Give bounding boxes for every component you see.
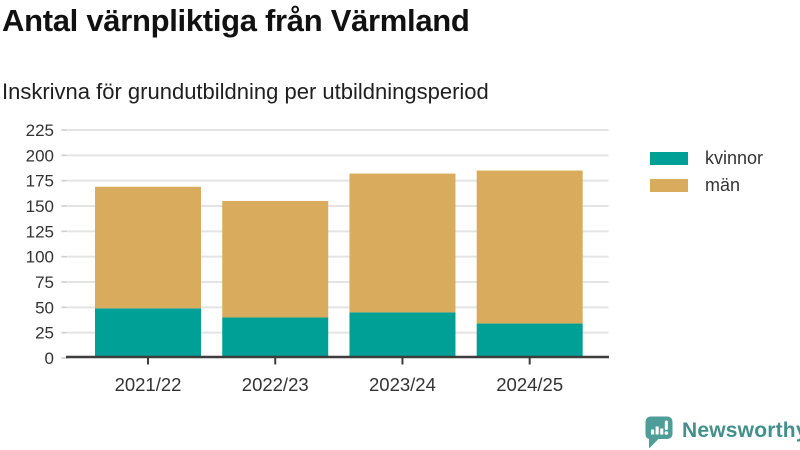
- newsworthy-logo[interactable]: Newsworthy: [644, 415, 800, 449]
- y-tick-label: 200: [26, 146, 54, 165]
- chart-subtitle: Inskrivna för grundutbildning per utbild…: [2, 79, 489, 104]
- bar-segment-kvinnor: [476, 323, 583, 358]
- chart-title: Antal värnpliktiga från Värmland: [2, 3, 470, 38]
- bar-segment-kvinnor: [95, 308, 201, 358]
- legend-swatch-man: [650, 178, 688, 192]
- legend-item-kvinnor: kvinnor: [650, 148, 763, 168]
- y-tick-label: 150: [26, 197, 54, 216]
- bar-segment-man: [95, 186, 201, 309]
- legend: kvinnor män: [650, 148, 763, 205]
- y-tick-label: 25: [35, 324, 54, 343]
- bar-segment-man: [222, 200, 329, 318]
- x-tick-label: 2024/25: [496, 374, 563, 395]
- y-tick-label: 175: [26, 172, 54, 191]
- legend-swatch-kvinnor: [650, 151, 688, 165]
- bar-segment-kvinnor: [349, 312, 456, 358]
- y-tick-label: 100: [26, 248, 54, 267]
- legend-label-man: män: [705, 174, 741, 195]
- x-tick-label: 2023/24: [369, 374, 436, 395]
- newsworthy-brand-text: Newsworthy: [682, 419, 800, 442]
- y-tick-label: 225: [26, 121, 54, 140]
- y-tick-label: 50: [35, 298, 54, 317]
- legend-item-man: män: [650, 175, 763, 195]
- legend-label-kvinnor: kvinnor: [705, 147, 764, 168]
- x-tick-label: 2022/23: [242, 374, 309, 395]
- bar-segment-kvinnor: [222, 317, 329, 358]
- y-tick-label: 125: [26, 222, 54, 241]
- y-tick-label: 0: [45, 349, 54, 368]
- y-tick-label: 75: [35, 273, 54, 292]
- newsworthy-chart-bubble-icon: [645, 416, 673, 449]
- bar-segment-man: [476, 170, 583, 324]
- x-tick-label: 2021/22: [115, 374, 182, 395]
- bar-segment-man: [349, 173, 456, 313]
